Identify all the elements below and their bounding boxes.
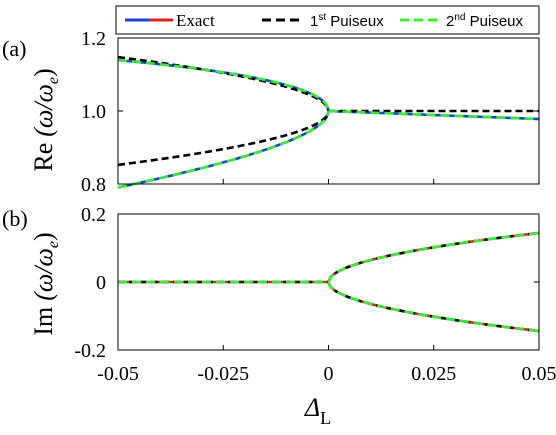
panel-b-ytick-label: 0 [96,272,106,294]
panel-b-series-exact-im_upper [327,231,540,283]
panel-b-curves [118,231,540,333]
panel-a-series-exact-re_exact_lower [117,110,330,189]
panel-b-xtick-label: -0.025 [197,363,249,385]
panel-b-series-2nd-puiseux-im_upper [327,231,540,283]
legend-label-puiseux2: 2nd Puiseux [446,12,524,30]
panel-a-tag: (a) [2,36,26,61]
panel-b: (b) Im (ω/ωe) -0.2 0 0.2 -0.05 -0.025 0 0.025 0… [2,204,556,428]
panel-b-xtick-label: 0 [324,363,334,385]
legend-label-puiseux2-num: 2 [446,13,454,30]
panel-a-ylabel-math: (ω/ω [29,84,58,137]
panel-a-curves [117,55,540,189]
legend-label-puiseux2-sup: nd [454,12,465,23]
panel-a-series-exact-re_exact_upper [117,58,330,112]
panel-b-ylabel-math: (ω/ω [29,248,58,301]
legend-label-puiseux1-tail: Puiseux [326,13,384,30]
panel-a-series-2nd-puiseux-re_exact_upper [117,58,330,112]
panel-b-tag: (b) [2,206,28,231]
panel-a-yticks: 0.8 1.0 1.2 [81,28,540,196]
panel-b-ylabel-prefix: Im [29,307,58,336]
panel-b-ylabel-sub: e [45,241,62,248]
panel-a-ylabel-sub: e [45,77,62,84]
panel-b-ylabel: Im (ω/ωe) [29,232,62,335]
panel-b-xtick-label: 0.05 [522,363,556,385]
panel-a-series-1st-puiseux-re_p1_upper [117,55,330,112]
panel-b-series-2nd-puiseux-im_lower [327,281,540,333]
panel-b-xlabel: ΔL [304,393,331,428]
panel-a-ylabel-prefix: Re [29,143,58,172]
legend-label-exact: Exact [176,11,215,30]
panel-b-xlabel-main: Δ [304,393,320,422]
panel-b-yticks: -0.2 0 0.2 [74,204,539,362]
panel-b-ytick-label: 0.2 [81,204,106,226]
panel-a-series-2nd-puiseux-re_exact_lower [117,110,330,189]
panel-a-series-1st-puiseux-re_p1_lower [117,110,330,167]
panel-b-ytick-label: -0.2 [74,340,106,362]
panel-a-frame [117,37,540,185]
panel-b-xlabel-sub: L [320,408,331,428]
legend-label-puiseux1: 1st Puiseux [310,12,384,30]
panel-a: (a) Re (ω/ωe) 0.8 1.0 1.2 [2,28,540,196]
legend-label-puiseux1-sup: st [318,12,326,23]
panel-a-ytick-label: 1.2 [81,28,106,50]
panel-b-xtick-label: -0.05 [97,363,139,385]
panel-b-xtick-label: 0.025 [411,363,456,385]
panel-b-frame [117,213,540,351]
legend: Exact 1st Puiseux 2nd Puiseux [115,5,540,35]
panel-a-ytick-label: 0.8 [81,174,106,196]
panel-a-ylabel: Re (ω/ωe) [29,68,62,171]
panel-a-ylabel-close: ) [29,68,58,77]
legend-box [115,5,540,35]
legend-label-puiseux2-tail: Puiseux [465,13,523,30]
panel-b-series-exact-im_lower [327,281,540,333]
panel-b-series-1st-puiseux-im_lower [327,281,540,333]
panel-b-xticks: -0.05 -0.025 0 0.025 0.05 [97,345,556,385]
panel-a-ytick-label: 1.0 [81,101,106,123]
panel-b-series-1st-puiseux-im_upper [327,231,540,283]
panel-a-series-2nd-puiseux-re_right [328,109,540,121]
panel-b-ylabel-close: ) [29,232,58,241]
legend-label-puiseux1-num: 1 [310,13,318,30]
